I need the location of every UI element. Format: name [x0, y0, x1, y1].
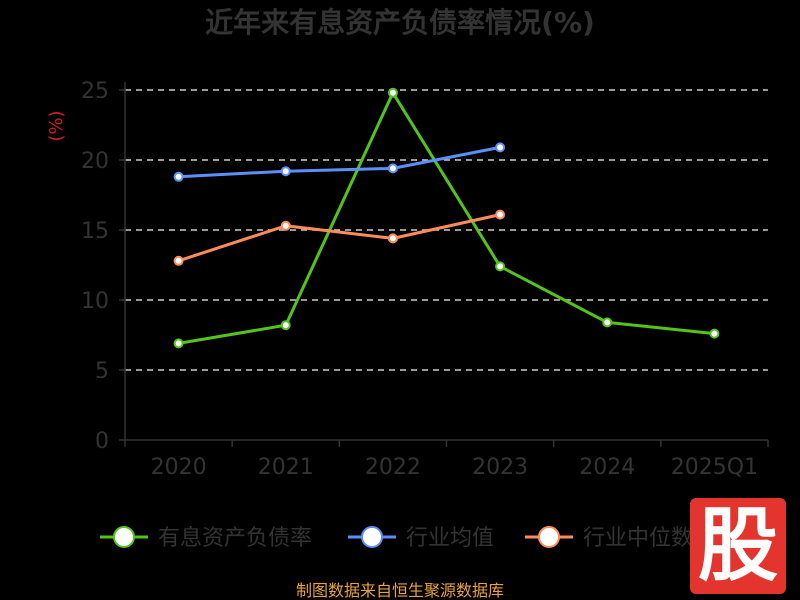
data-point	[709, 328, 720, 339]
legend-label: 行业均值	[406, 526, 494, 551]
data-point	[495, 209, 506, 220]
axes	[119, 82, 769, 447]
x-tick-labels: 2020 2021 2022 2023 2024 2025Q1	[151, 455, 758, 480]
legend-item-2[interactable]: 行业中位数	[525, 526, 693, 551]
y-tick-label: 15	[81, 219, 109, 244]
x-tick-label: 2021	[258, 455, 314, 480]
y-tick-label: 25	[81, 79, 109, 104]
y-tick-label: 10	[81, 289, 109, 314]
series-line-0	[178, 91, 715, 345]
x-tick-label: 2023	[472, 455, 528, 480]
y-tick-labels: 0 5 10 15 20 25	[81, 79, 109, 454]
chart-title: 近年来有息资产负债率情况(%)	[205, 6, 595, 39]
grid-lines	[125, 89, 768, 371]
data-point	[280, 220, 291, 231]
y-axis-unit: (%)	[46, 110, 67, 141]
x-tick-label: 2024	[579, 455, 635, 480]
data-point	[495, 261, 506, 272]
legend-label: 行业中位数	[583, 526, 693, 551]
data-point	[173, 171, 184, 182]
x-tick-label: 2022	[365, 455, 421, 480]
legend-marker	[538, 526, 560, 548]
legend-item-0[interactable]: 有息资产负债率	[100, 526, 312, 551]
series-line-1	[178, 145, 501, 179]
y-tick-label: 0	[95, 429, 109, 454]
source-note: 制图数据来自恒生聚源数据库	[296, 581, 504, 600]
series-line-2	[178, 213, 501, 263]
data-point	[280, 320, 291, 331]
legend-marker	[113, 526, 135, 548]
legend-item-1[interactable]: 行业均值	[348, 526, 494, 551]
data-point	[602, 317, 613, 328]
data-point	[387, 163, 398, 174]
legend-marker	[361, 526, 383, 548]
data-point	[495, 142, 506, 153]
data-point	[387, 233, 398, 244]
y-tick-label: 5	[95, 359, 109, 384]
data-point	[280, 166, 291, 177]
data-point	[173, 338, 184, 349]
x-tick-label: 2020	[151, 455, 207, 480]
series-lines	[173, 87, 720, 349]
data-point	[173, 255, 184, 266]
y-tick-label: 20	[81, 149, 109, 174]
legend-label: 有息资产负债率	[158, 526, 312, 551]
watermark-logo: 股	[690, 498, 786, 594]
legend[interactable]: 有息资产负债率 行业均值 行业中位数	[100, 526, 693, 551]
data-point	[387, 87, 398, 98]
x-tick-label: 2025Q1	[671, 455, 758, 480]
